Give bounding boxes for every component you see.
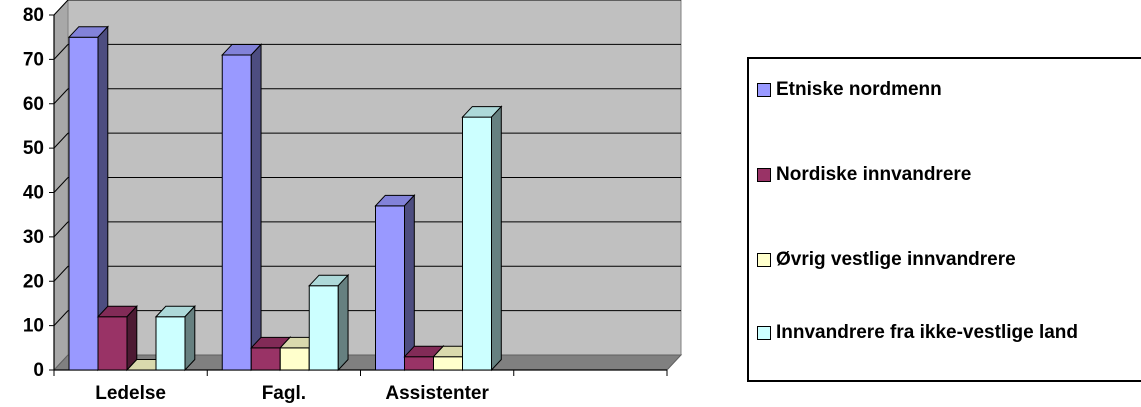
- legend-label: Nordiske innvandrere: [776, 164, 972, 185]
- bar: [96, 304, 138, 372]
- y-tick-label: 20: [23, 271, 44, 292]
- y-tick-label: 60: [23, 94, 44, 115]
- bar: [461, 105, 503, 372]
- legend: Etniske nordmenn Nordiske innvandrere Øv…: [747, 57, 1141, 382]
- bar-side: [337, 273, 349, 372]
- gridline-side: [53, 88, 69, 105]
- legend-label: Etniske nordmenn: [776, 79, 942, 100]
- legend-swatch: [757, 326, 771, 340]
- y-tick-label: 80: [23, 5, 44, 26]
- legend-label: Øvrig vestlige innvandrere: [776, 249, 1016, 270]
- gridline-side: [53, 132, 69, 149]
- legend-item-0: Etniske nordmenn: [757, 78, 1141, 101]
- gridline-side: [53, 0, 69, 16]
- y-axis: 0 10 20 30 40 50 60 70 80: [23, 5, 55, 381]
- y-tick-label: 10: [23, 316, 44, 337]
- y-tick-label: 0: [33, 360, 44, 381]
- bar-front: [462, 116, 492, 371]
- legend-swatch: [757, 168, 771, 182]
- x-tick-label: Assistenter: [385, 383, 489, 404]
- y-tick-label: 40: [23, 183, 44, 204]
- legend-swatch: [757, 253, 771, 267]
- bar: [308, 273, 350, 372]
- bar: [154, 304, 196, 372]
- bar-front: [404, 356, 434, 371]
- bar-front: [97, 316, 128, 371]
- bar-front: [221, 54, 252, 371]
- bar-front: [279, 347, 310, 371]
- bar: [374, 194, 416, 372]
- legend-item-2: Øvrig vestlige innvandrere: [757, 248, 1141, 271]
- bar-front: [433, 356, 463, 371]
- bar-front: [68, 36, 99, 371]
- gridline-side: [53, 177, 69, 193]
- gridline-side: [53, 221, 69, 238]
- legend-item-3: Innvandrere fra ikke-vestlige land: [757, 321, 1141, 344]
- bar-front: [308, 285, 339, 371]
- x-axis: Ledelse Fagl. Assistenter: [53, 369, 668, 404]
- plot-area: [52, 0, 683, 372]
- bar-side: [250, 43, 262, 372]
- bar-front: [250, 347, 281, 371]
- legend-swatch: [757, 83, 771, 97]
- y-tick-label: 50: [23, 138, 44, 159]
- gridline-side: [53, 310, 69, 326]
- gridline-side: [53, 44, 69, 60]
- legend-label: Innvandrere fra ikke-vestlige land: [776, 322, 1079, 343]
- bar-front: [155, 316, 186, 371]
- bar-side: [404, 194, 415, 372]
- bar-side: [491, 105, 502, 372]
- bars: [67, 25, 503, 372]
- bar-front: [375, 205, 405, 371]
- bar: [221, 43, 263, 372]
- x-tick-label: Ledelse: [95, 383, 166, 404]
- bar: [67, 25, 109, 372]
- gridline-side: [53, 265, 69, 282]
- y-tick-label: 30: [23, 227, 44, 248]
- legend-item-1: Nordiske innvandrere: [757, 163, 1141, 186]
- y-tick-label: 70: [23, 49, 44, 70]
- bar-side: [184, 304, 196, 372]
- x-tick-label: Fagl.: [262, 383, 306, 404]
